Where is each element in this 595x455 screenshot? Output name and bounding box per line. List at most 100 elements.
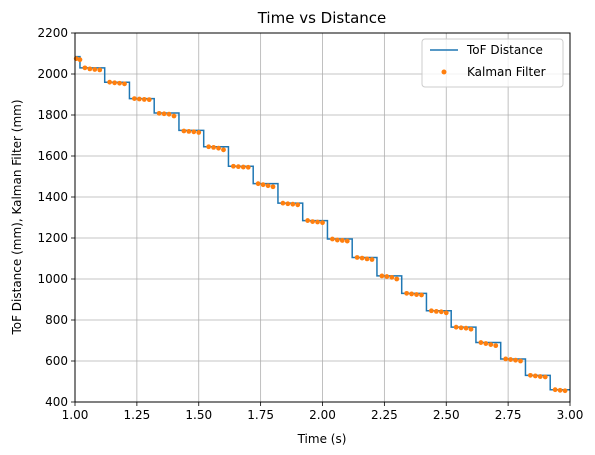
- kalman-filter-point: [409, 291, 414, 297]
- kalman-filter-point: [221, 147, 226, 153]
- x-tick-label: 1.75: [247, 408, 274, 422]
- kalman-filter-point: [339, 238, 345, 243]
- kalman-filter-point: [488, 342, 494, 347]
- x-tick-label: 3.00: [557, 408, 584, 422]
- kalman-filter-point: [161, 111, 167, 117]
- y-tick-label: 800: [45, 313, 68, 327]
- legend-kalman-point-marker: [441, 69, 447, 75]
- kalman-filter-point: [542, 374, 548, 380]
- kalman-filter-point: [216, 145, 221, 151]
- kalman-filter-point: [146, 97, 152, 103]
- kalman-filter-point: [320, 220, 325, 226]
- legend-kalman-label: Kalman Filter: [467, 65, 546, 79]
- kalman-filter-point: [235, 164, 241, 170]
- kalman-filter-point: [196, 130, 202, 135]
- x-tick-label: 1.00: [62, 408, 89, 422]
- kalman-filter-point: [359, 255, 365, 261]
- kalman-filter-point: [532, 373, 538, 379]
- kalman-filter-point: [77, 57, 83, 63]
- y-tick-label: 1600: [37, 149, 68, 163]
- kalman-filter-point: [290, 201, 296, 207]
- kalman-filter-point: [166, 111, 172, 117]
- kalman-filter-point: [493, 343, 499, 349]
- kalman-filter-point: [305, 218, 311, 223]
- kalman-filter-point: [270, 184, 276, 190]
- kalman-filter-point: [231, 163, 236, 169]
- kalman-filter-point: [156, 110, 162, 116]
- y-tick-label: 2200: [37, 26, 68, 40]
- kalman-filter-point: [483, 341, 489, 346]
- kalman-filter-point: [463, 325, 469, 331]
- y-tick-label: 2000: [37, 67, 68, 81]
- kalman-filter-point: [112, 80, 117, 86]
- x-tick-label: 2.50: [433, 408, 460, 422]
- plot-series: [73, 55, 570, 394]
- x-tick-label: 1.50: [185, 408, 212, 422]
- kalman-filter-point: [557, 387, 563, 393]
- kalman-filter-point: [295, 202, 301, 208]
- x-axis-title: Time (s): [297, 432, 347, 446]
- kalman-filter-point: [315, 219, 320, 225]
- kalman-filter-point: [260, 182, 266, 188]
- kalman-filter-point: [369, 257, 375, 262]
- kalman-filter-point: [508, 357, 513, 362]
- kalman-filter-point: [280, 200, 286, 206]
- kalman-filter-point: [503, 356, 509, 362]
- kalman-filter-point: [245, 164, 251, 170]
- y-tick-label: 1200: [37, 231, 68, 245]
- y-tick-label: 600: [45, 354, 68, 368]
- kalman-filter-point: [211, 144, 217, 150]
- axis-ticks: 1.00 1.25 1.50 1.75 2.00 2.25 2.50 2.75 3.00 400 6…: [37, 26, 583, 422]
- kalman-filter-point: [171, 113, 177, 119]
- chart-title: Time vs Distance: [257, 9, 387, 27]
- kalman-filter-point: [364, 256, 370, 262]
- legend: ToF Distance Kalman Filter: [421, 38, 564, 88]
- kalman-filter-point: [478, 340, 484, 345]
- kalman-filter-point: [384, 274, 390, 279]
- kalman-filter-point: [404, 290, 410, 296]
- legend-box: [421, 38, 564, 88]
- kalman-filter-point: [186, 129, 192, 134]
- kalman-filter-point: [181, 128, 187, 134]
- kalman-filter-point: [132, 96, 137, 101]
- kalman-filter-point: [206, 144, 212, 150]
- y-tick-label: 400: [45, 395, 68, 409]
- kalman-filter-point: [537, 374, 543, 379]
- kalman-filter-point: [92, 67, 98, 72]
- kalman-filter-point: [518, 358, 523, 364]
- kalman-filter-point: [285, 201, 291, 207]
- kalman-filter-point: [310, 219, 315, 225]
- legend-tof-label: ToF Distance: [466, 43, 543, 57]
- x-tick-label: 2.00: [309, 408, 336, 422]
- kalman-filter-point: [344, 238, 350, 244]
- kalman-filter-point: [394, 276, 400, 282]
- kalman-filter-point: [453, 324, 459, 330]
- kalman-filter-point: [562, 388, 568, 394]
- kalman-filter-point: [107, 79, 113, 85]
- kalman-filter-point: [443, 310, 449, 316]
- kalman-filter-point: [419, 292, 424, 298]
- x-tick-label: 2.75: [495, 408, 522, 422]
- kalman-filter-point: [389, 274, 395, 280]
- kalman-filter-point: [429, 308, 434, 314]
- x-tick-label: 2.25: [371, 408, 398, 422]
- kalman-filter-point: [82, 65, 88, 71]
- y-axis-title: ToF Distance (mm), Kalman Filter (mm): [10, 99, 24, 335]
- kalman-filter-point: [458, 325, 464, 331]
- kalman-filter-point: [513, 357, 518, 363]
- kalman-filter-point: [433, 308, 439, 314]
- y-tick-label: 1800: [37, 108, 68, 122]
- y-tick-label: 1400: [37, 190, 68, 204]
- kalman-filter-point: [240, 164, 246, 170]
- kalman-filter-point: [438, 309, 444, 315]
- kalman-filter-point: [528, 372, 533, 378]
- kalman-filter-point: [117, 80, 122, 86]
- kalman-filter-point: [265, 183, 271, 189]
- kalman-filter-point: [122, 81, 127, 87]
- kalman-filter-point: [97, 67, 103, 73]
- kalman-filter-point: [468, 326, 474, 332]
- kalman-filter-point: [354, 255, 360, 260]
- kalman-filter-point: [191, 129, 197, 135]
- kalman-filter-point: [379, 273, 385, 279]
